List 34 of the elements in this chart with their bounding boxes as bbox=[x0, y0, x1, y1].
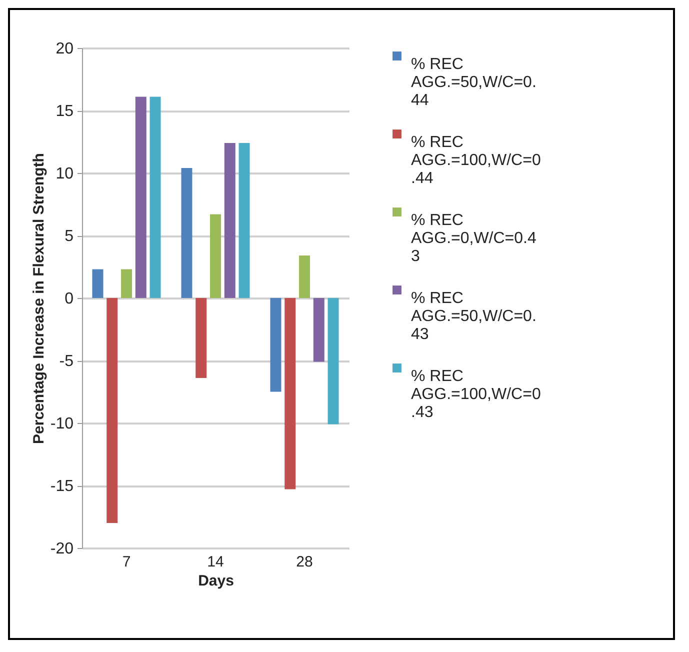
x-tick-label: 7 bbox=[122, 554, 131, 570]
x-tick-label: 28 bbox=[296, 554, 313, 570]
bar bbox=[210, 214, 221, 298]
legend-label: % REC AGG.=100,W/C=0.44 bbox=[411, 134, 541, 187]
y-tick-label: -20 bbox=[50, 540, 74, 558]
bar bbox=[224, 143, 236, 298]
legend-label: % REC AGG.=100,W/C=0.43 bbox=[411, 368, 541, 421]
y-tick-label: 20 bbox=[56, 40, 74, 58]
y-tick-label: -5 bbox=[59, 353, 74, 370]
y-tick-label: 5 bbox=[64, 228, 74, 245]
y-tick-label: 10 bbox=[56, 166, 74, 182]
bar bbox=[121, 269, 132, 298]
y-tick-label: 0 bbox=[64, 290, 74, 308]
bar bbox=[270, 298, 282, 392]
bar bbox=[181, 168, 192, 298]
y-tick-label: 15 bbox=[56, 103, 74, 120]
bar bbox=[92, 269, 104, 298]
legend-label: % REC AGG.=50,W/C=0.43 bbox=[411, 290, 536, 343]
x-axis-title: Days bbox=[198, 572, 234, 590]
bar bbox=[299, 256, 310, 298]
bar bbox=[313, 298, 324, 362]
bar bbox=[238, 143, 250, 298]
y-tick-label: -10 bbox=[50, 416, 74, 432]
bar bbox=[328, 298, 339, 424]
legend-label: % REC AGG.=50,W/C=0.44 bbox=[411, 56, 536, 109]
bar bbox=[106, 298, 118, 523]
bar bbox=[150, 96, 161, 298]
y-tick-label: -15 bbox=[50, 478, 74, 495]
y-axis-title: Percentage Increase in Flexural Strength bbox=[30, 153, 48, 444]
x-tick-label: 14 bbox=[207, 554, 224, 570]
bar bbox=[196, 298, 207, 378]
legend-label: % REC AGG.=0,W/C=0.43 bbox=[411, 212, 536, 265]
bar bbox=[284, 298, 296, 490]
bar bbox=[135, 96, 146, 298]
